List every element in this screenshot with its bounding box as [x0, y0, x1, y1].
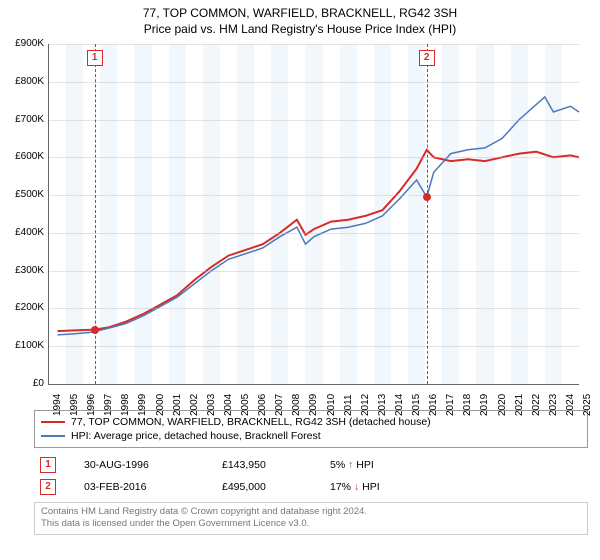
- sales-table: 1 30-AUG-1996 £143,950 5% ↑ HPI 2 03-FEB-2016…: [34, 454, 574, 498]
- sale-id-badge: 2: [40, 479, 56, 495]
- grid-line: [49, 271, 579, 272]
- x-axis-label: 2010: [326, 394, 337, 416]
- plot-area: £0£100K£200K£300K£400K£500K£600K£700K£80…: [48, 44, 579, 385]
- x-axis-label: 2005: [240, 394, 251, 416]
- y-axis-label: £900K: [0, 38, 44, 49]
- grid-line: [49, 120, 579, 121]
- sale-price: £143,950: [222, 459, 302, 471]
- sale-marker-line: [427, 44, 428, 384]
- x-axis-label: 2011: [343, 394, 354, 416]
- x-axis-label: 2020: [497, 394, 508, 416]
- sale-marker-badge: 1: [87, 50, 103, 66]
- x-axis-label: 1997: [103, 394, 114, 416]
- grid-line: [49, 308, 579, 309]
- x-axis-label: 2017: [445, 394, 456, 416]
- x-axis-label: 2001: [172, 394, 183, 416]
- x-axis-label: 1996: [86, 394, 97, 416]
- sale-date: 03-FEB-2016: [84, 481, 194, 493]
- sale-date: 30-AUG-1996: [84, 459, 194, 471]
- grid-line: [49, 346, 579, 347]
- x-axis-label: 2012: [360, 394, 371, 416]
- legend-label: 77, TOP COMMON, WARFIELD, BRACKNELL, RG4…: [71, 416, 431, 428]
- series-price_paid: [58, 150, 580, 331]
- y-axis-label: £300K: [0, 265, 44, 276]
- y-axis-label: £700K: [0, 114, 44, 125]
- x-axis-label: 2025: [582, 394, 593, 416]
- x-axis-label: 2023: [548, 394, 559, 416]
- y-axis-label: £100K: [0, 340, 44, 351]
- footer-attribution: Contains HM Land Registry data © Crown c…: [34, 502, 588, 535]
- legend-item: HPI: Average price, detached house, Brac…: [41, 429, 581, 443]
- legend-label: HPI: Average price, detached house, Brac…: [71, 430, 321, 442]
- grid-line: [49, 44, 579, 45]
- x-axis-label: 2002: [189, 394, 200, 416]
- sales-table-row: 1 30-AUG-1996 £143,950 5% ↑ HPI: [34, 454, 574, 476]
- x-axis-label: 2014: [394, 394, 405, 416]
- sale-id-badge: 1: [40, 457, 56, 473]
- y-axis-label: £200K: [0, 302, 44, 313]
- chart-subtitle: Price paid vs. HM Land Registry's House …: [0, 22, 600, 36]
- x-axis-label: 2007: [274, 394, 285, 416]
- footer-line-1: Contains HM Land Registry data © Crown c…: [41, 506, 581, 518]
- legend-item: 77, TOP COMMON, WARFIELD, BRACKNELL, RG4…: [41, 415, 581, 429]
- grid-line: [49, 233, 579, 234]
- series-hpi: [58, 97, 580, 335]
- x-axis-label: 2019: [479, 394, 490, 416]
- y-axis-label: £0: [0, 378, 44, 389]
- sale-price: £495,000: [222, 481, 302, 493]
- legend-swatch: [41, 421, 65, 424]
- x-axis-label: 2000: [155, 394, 166, 416]
- x-axis-label: 2022: [531, 394, 542, 416]
- x-axis-label: 2018: [462, 394, 473, 416]
- x-axis-label: 1995: [69, 394, 80, 416]
- x-axis-label: 1998: [120, 394, 131, 416]
- x-axis-label: 2024: [565, 394, 576, 416]
- x-axis-label: 2004: [223, 394, 234, 416]
- x-axis-label: 2015: [411, 394, 422, 416]
- x-axis-label: 2003: [206, 394, 217, 416]
- y-axis-label: £400K: [0, 227, 44, 238]
- grid-line: [49, 195, 579, 196]
- sale-marker-badge: 2: [419, 50, 435, 66]
- chart-title: 77, TOP COMMON, WARFIELD, BRACKNELL, RG4…: [0, 6, 600, 20]
- x-axis-label: 2013: [377, 394, 388, 416]
- x-axis-label: 2008: [291, 394, 302, 416]
- x-axis-label: 2021: [514, 394, 525, 416]
- delta-arrow-icon: ↑: [348, 459, 353, 471]
- sale-marker-dot: [423, 193, 431, 201]
- x-axis-label: 2006: [257, 394, 268, 416]
- y-axis-label: £600K: [0, 151, 44, 162]
- legend-swatch: [41, 435, 65, 437]
- x-axis-label: 1999: [137, 394, 148, 416]
- footer-line-2: This data is licensed under the Open Gov…: [41, 518, 581, 530]
- chart-title-block: 77, TOP COMMON, WARFIELD, BRACKNELL, RG4…: [0, 0, 600, 36]
- x-axis-label: 2009: [308, 394, 319, 416]
- sales-table-row: 2 03-FEB-2016 £495,000 17% ↓ HPI: [34, 476, 574, 498]
- sale-marker-dot: [91, 326, 99, 334]
- delta-arrow-icon: ↓: [354, 481, 359, 493]
- grid-line: [49, 157, 579, 158]
- sale-delta: 5% ↑ HPI: [330, 459, 430, 471]
- sale-delta: 17% ↓ HPI: [330, 481, 430, 493]
- line-canvas: [49, 44, 579, 384]
- y-axis-label: £500K: [0, 189, 44, 200]
- grid-line: [49, 82, 579, 83]
- chart-area: £0£100K£200K£300K£400K£500K£600K£700K£80…: [48, 44, 578, 404]
- y-axis-label: £800K: [0, 76, 44, 87]
- x-axis-label: 2016: [428, 394, 439, 416]
- x-axis-label: 1994: [52, 394, 63, 416]
